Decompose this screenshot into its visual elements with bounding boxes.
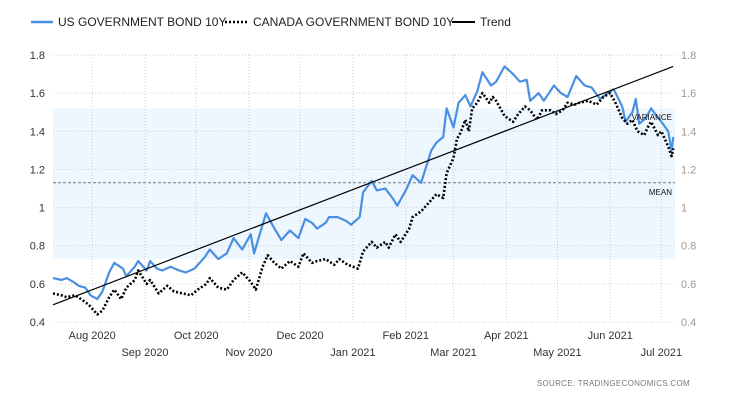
y-tick-label-left: 0.4: [30, 317, 45, 329]
x-tick-label: Aug 2020: [69, 330, 116, 342]
us-bond-line: [52, 65, 675, 301]
y-tick-label-right: 0.6: [681, 279, 696, 291]
variance-band: [53, 108, 675, 260]
legend-label-trend: Trend: [480, 15, 511, 29]
legend: US GOVERNMENT BOND 10Y CANADA GOVERNMENT…: [31, 15, 511, 29]
canada-bond-line: [52, 91, 675, 316]
y-tick-label-left: 0.6: [30, 279, 45, 291]
variance-label: VARIANCE: [632, 113, 672, 122]
source-text: SOURCE: TRADINGECONOMICS.COM: [537, 379, 690, 388]
y-tick-label-left: 1.8: [30, 50, 45, 62]
y-tick-label-left: 0.8: [30, 241, 45, 253]
grid: [53, 54, 675, 323]
y-tick-label-right: 0.8: [681, 241, 696, 253]
y-tick-label-right: 1: [681, 203, 687, 215]
y-tick-label-left: 1: [39, 203, 45, 215]
legend-label-us: US GOVERNMENT BOND 10Y: [58, 15, 226, 29]
x-tick-label: Jul 2021: [641, 347, 683, 359]
y-tick-label-right: 1.4: [681, 126, 696, 138]
x-tick-label: Oct 2020: [174, 330, 219, 342]
y-tick-label-left: 1.2: [30, 164, 45, 176]
mean-label: MEAN: [649, 188, 672, 197]
x-tick-label: Nov 2020: [225, 347, 272, 359]
x-tick-label: Sep 2020: [121, 347, 168, 359]
y-tick-label-right: 1.6: [681, 88, 696, 100]
x-tick-label: Apr 2021: [484, 330, 529, 342]
trend-line: [52, 65, 674, 306]
y-tick-label-right: 1.8: [681, 50, 696, 62]
y-tick-label-left: 1.6: [30, 88, 45, 100]
legend-label-canada: CANADA GOVERNMENT BOND 10Y: [253, 15, 454, 29]
y-tick-label-left: 1.4: [30, 126, 45, 138]
x-tick-label: Feb 2021: [383, 330, 429, 342]
y-tick-label-right: 0.4: [681, 317, 696, 329]
x-tick-label: Jan 2021: [330, 347, 375, 359]
x-tick-label: May 2021: [533, 347, 581, 359]
x-tick-label: Dec 2020: [277, 330, 324, 342]
x-tick-label: Jun 2021: [588, 330, 633, 342]
x-tick-label: Mar 2021: [430, 347, 476, 359]
y-tick-label-right: 1.2: [681, 164, 696, 176]
